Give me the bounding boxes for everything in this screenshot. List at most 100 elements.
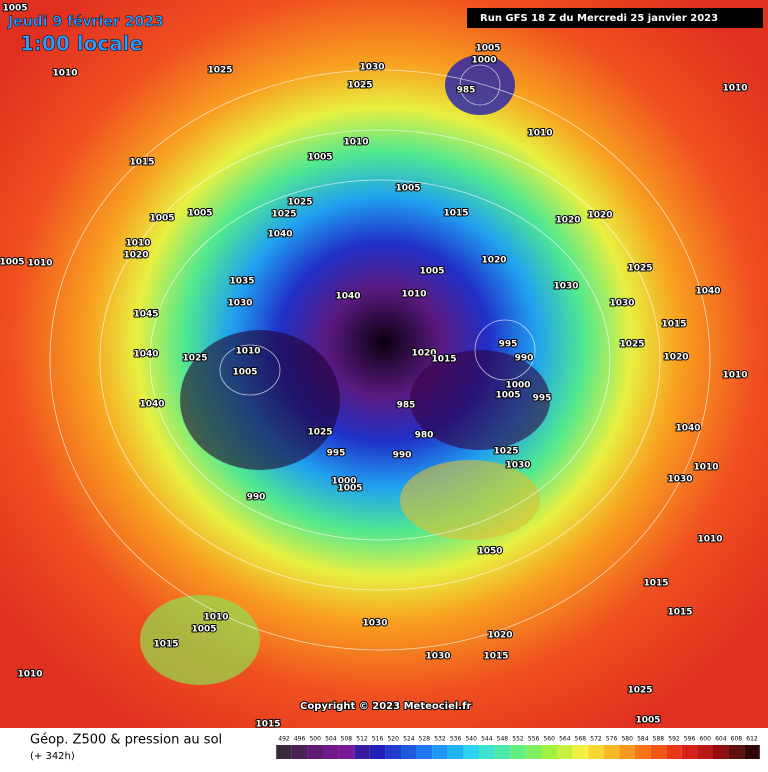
isobar-label: 995 bbox=[499, 340, 518, 350]
isobar-label: 1010 bbox=[722, 84, 747, 94]
isobar-label: 1025 bbox=[287, 198, 312, 208]
colorbar-swatch bbox=[338, 745, 355, 759]
isobar-label: 990 bbox=[393, 451, 412, 461]
colorbar-swatch bbox=[463, 745, 479, 759]
isobar-label: 990 bbox=[247, 493, 266, 503]
colorbar-label: 512 bbox=[356, 736, 368, 743]
colorbar-swatch bbox=[323, 745, 339, 759]
colorbar-label: 600 bbox=[699, 736, 711, 743]
isobar-label: 980 bbox=[415, 431, 434, 441]
colorbar-label: 548 bbox=[497, 736, 509, 743]
isobar-label: 1005 bbox=[337, 484, 362, 494]
colorbar-label: 492 bbox=[278, 736, 290, 743]
isobar-label: 1040 bbox=[267, 230, 292, 240]
isobar-label: 1005 bbox=[475, 44, 500, 54]
low-area bbox=[410, 350, 550, 450]
isobar-label: 1015 bbox=[643, 579, 668, 589]
colorbar-swatch bbox=[354, 745, 370, 759]
isobar-label: 1010 bbox=[693, 463, 718, 473]
isobar-label: 1025 bbox=[619, 340, 644, 350]
run-box bbox=[467, 8, 763, 28]
colorbar-label: 536 bbox=[450, 736, 462, 743]
colorbar-swatch bbox=[494, 745, 511, 759]
isobar-label: 1035 bbox=[229, 277, 254, 287]
colorbar-swatch bbox=[728, 745, 745, 759]
isobar-label: 1030 bbox=[359, 63, 384, 73]
isobar-label: 1005 bbox=[191, 625, 216, 635]
isobar-label: 1015 bbox=[129, 158, 154, 168]
isobars bbox=[49, 64, 711, 651]
colorbar-label: 568 bbox=[575, 736, 587, 743]
isobar-label: 1010 bbox=[203, 613, 228, 623]
colorbar-swatch bbox=[525, 745, 542, 759]
isobar-label: 985 bbox=[457, 86, 476, 96]
colorbar-swatch bbox=[479, 745, 495, 759]
isobar-label: 1020 bbox=[481, 256, 506, 266]
isobar-label: 1015 bbox=[443, 209, 468, 219]
isobar-label: 990 bbox=[515, 354, 534, 364]
colorbar-label: 520 bbox=[387, 736, 399, 743]
isobar-label: 1010 bbox=[527, 129, 552, 139]
isobar-label: 1025 bbox=[627, 686, 652, 696]
colorbar-swatch bbox=[447, 745, 464, 759]
isobar-label: 1005 bbox=[0, 258, 25, 268]
high-area bbox=[400, 460, 540, 540]
isobar-label: 1005 bbox=[232, 368, 257, 378]
colorbar-swatch bbox=[681, 745, 698, 759]
colorbar-label: 524 bbox=[403, 736, 415, 743]
colorbar-swatch bbox=[619, 745, 635, 759]
isobar-label: 1020 bbox=[555, 216, 580, 226]
colorbar-label: 592 bbox=[668, 736, 680, 743]
isobar-label: 1010 bbox=[343, 138, 368, 148]
isobar-label: 1040 bbox=[133, 350, 158, 360]
colorbar-label: 516 bbox=[372, 736, 384, 743]
isobar-label: 1025 bbox=[493, 447, 518, 457]
colorbar-label: 596 bbox=[684, 736, 696, 743]
isobar-label: 1030 bbox=[667, 475, 692, 485]
colorbar-swatch bbox=[572, 745, 589, 759]
colorbar-label: 580 bbox=[621, 736, 633, 743]
colorbar-swatch bbox=[557, 745, 573, 759]
isobar-label: 1020 bbox=[411, 349, 436, 359]
isobar-label: 1025 bbox=[347, 81, 372, 91]
colorbar-label: 504 bbox=[325, 736, 337, 743]
forecast-time: 1:00 locale bbox=[20, 32, 143, 56]
colorbar-label: 584 bbox=[637, 736, 649, 743]
isobar-label: 1010 bbox=[401, 290, 426, 300]
map-background bbox=[0, 0, 768, 728]
isobar-label: 1015 bbox=[483, 652, 508, 662]
colorbar-label: 604 bbox=[715, 736, 727, 743]
isobar-label: 1030 bbox=[425, 652, 450, 662]
colorbar-label: 532 bbox=[434, 736, 446, 743]
colorbar-swatch bbox=[635, 745, 651, 759]
isobar-label: 1025 bbox=[207, 66, 232, 76]
isobar-label: 985 bbox=[397, 401, 416, 411]
isobar-label: 1030 bbox=[609, 299, 634, 309]
isobar-label: 1005 bbox=[495, 391, 520, 401]
isobar-label: 1010 bbox=[722, 371, 747, 381]
isobar-label: 1000 bbox=[471, 56, 496, 66]
isobar-label: 1045 bbox=[133, 310, 158, 320]
colorbar-swatch bbox=[385, 745, 401, 759]
colorbar-label: 496 bbox=[294, 736, 306, 743]
colorbar-label: 612 bbox=[746, 736, 758, 743]
legend-title: Géop. Z500 & pression au sol bbox=[30, 733, 222, 748]
colorbar-label: 556 bbox=[528, 736, 540, 743]
isobar-label: 1015 bbox=[661, 320, 686, 330]
colorbar-swatch bbox=[603, 745, 620, 759]
isobar-label: 1015 bbox=[153, 640, 178, 650]
colorbar-label: 500 bbox=[309, 736, 321, 743]
colorbar-label: 540 bbox=[465, 736, 477, 743]
isobar-label: 1010 bbox=[125, 239, 150, 249]
isobar-label: 1005 bbox=[307, 153, 332, 163]
isobar-label: 1005 bbox=[635, 716, 660, 726]
colorbar-swatch bbox=[432, 745, 448, 759]
low-area bbox=[180, 330, 340, 470]
isobar-label: 1010 bbox=[27, 259, 52, 269]
isobar-label: 1010 bbox=[52, 69, 77, 79]
colorbar-label: 608 bbox=[731, 736, 743, 743]
isobar-label: 1005 bbox=[2, 4, 27, 14]
isobar-label: 1020 bbox=[123, 251, 148, 261]
colorbar-label: 508 bbox=[341, 736, 353, 743]
